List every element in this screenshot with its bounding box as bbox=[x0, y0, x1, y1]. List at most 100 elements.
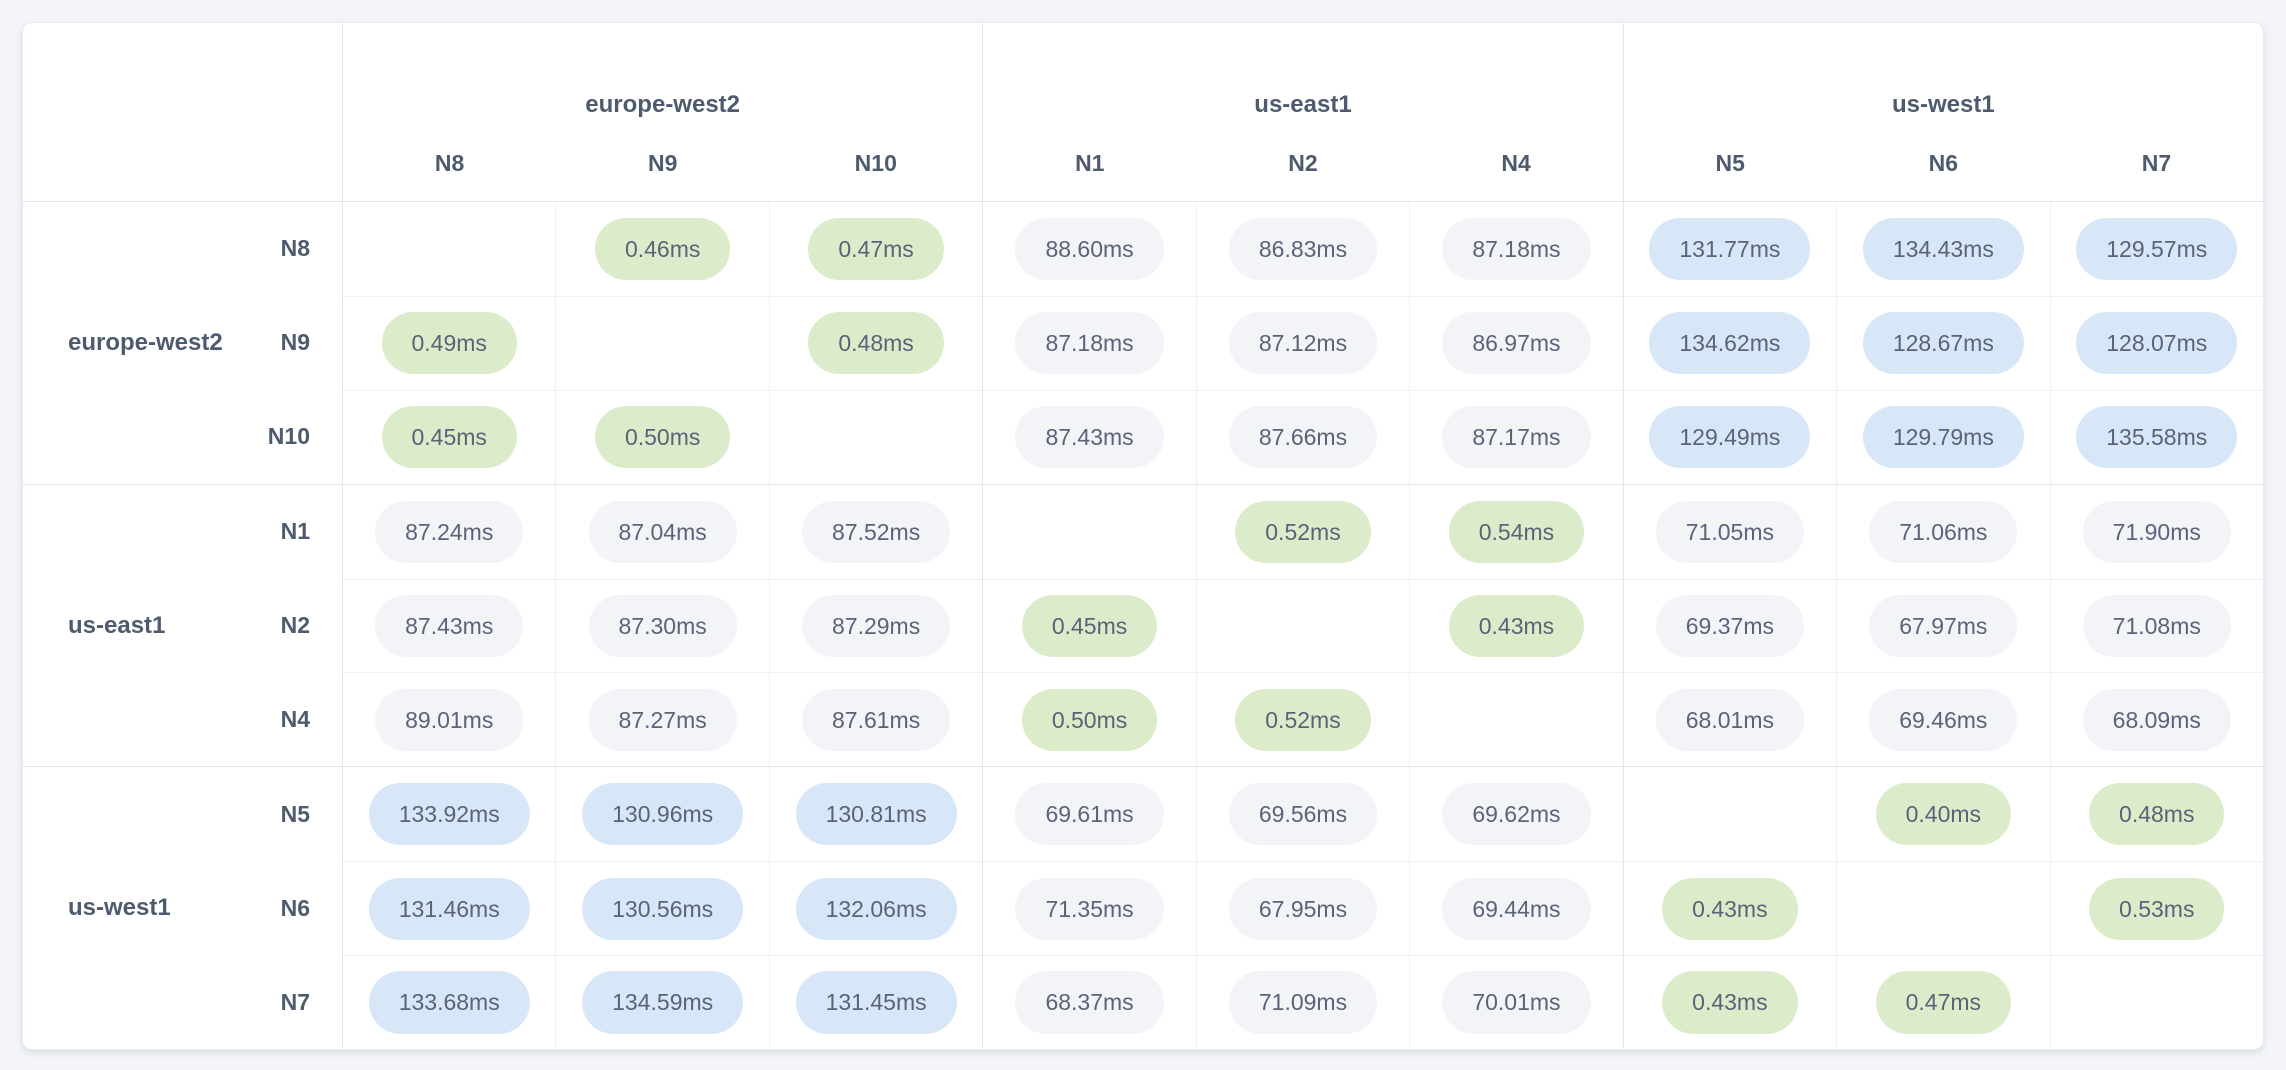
latency-pill: 87.52ms bbox=[801, 500, 951, 563]
latency-pill: 129.49ms bbox=[1649, 406, 1811, 469]
column-region-title: us-east1 bbox=[1254, 91, 1352, 118]
latency-pill: 71.35ms bbox=[1015, 877, 1164, 940]
latency-cell: 87.24ms bbox=[342, 484, 555, 579]
latency-cell: 0.47ms bbox=[1836, 955, 2050, 1049]
latency-pill: 0.46ms bbox=[594, 217, 731, 281]
row-node-labels: N1 N2 N4 bbox=[192, 485, 342, 767]
latency-cell: 67.95ms bbox=[1195, 861, 1410, 956]
latency-pill: 89.01ms bbox=[375, 688, 524, 751]
latency-cell: 0.47ms bbox=[768, 202, 982, 296]
latency-cell: 0.52ms bbox=[1195, 672, 1410, 767]
latency-pill: 67.95ms bbox=[1228, 877, 1378, 940]
latency-cell: 130.56ms bbox=[555, 861, 769, 956]
latency-cell-self bbox=[768, 389, 983, 484]
latency-cell: 69.46ms bbox=[1836, 672, 2050, 767]
latency-pill: 130.56ms bbox=[582, 877, 744, 940]
row-node-label: N4 bbox=[280, 705, 310, 732]
latency-cell: 87.17ms bbox=[1409, 389, 1623, 484]
latency-pill: 88.60ms bbox=[1015, 217, 1164, 281]
row-node-label: N2 bbox=[280, 612, 310, 638]
latency-cell: 0.46ms bbox=[555, 202, 768, 296]
latency-pill: 87.27ms bbox=[588, 688, 737, 751]
row-node-label: N1 bbox=[280, 518, 310, 545]
latency-cell-self bbox=[982, 484, 1195, 579]
column-group-us-west1: us-west1 N5 N6 N7 bbox=[1622, 23, 2263, 201]
latency-cell-self bbox=[1195, 578, 1410, 673]
latency-cell: 0.52ms bbox=[1195, 484, 1409, 579]
latency-cell: 87.29ms bbox=[768, 578, 983, 673]
latency-pill: 68.37ms bbox=[1015, 971, 1164, 1034]
row-node-label: N10 bbox=[267, 423, 310, 450]
latency-pill: 87.29ms bbox=[801, 594, 951, 658]
latency-pill: 69.37ms bbox=[1655, 594, 1804, 658]
latency-pill: 87.61ms bbox=[801, 688, 951, 751]
latency-pill: 0.40ms bbox=[1875, 783, 2012, 846]
latency-cell: 130.96ms bbox=[555, 767, 768, 862]
latency-cell-self bbox=[342, 202, 555, 296]
latency-cell: 87.61ms bbox=[768, 672, 983, 767]
latency-pill: 135.58ms bbox=[2076, 406, 2238, 469]
latency-pill: 69.56ms bbox=[1228, 783, 1378, 846]
latency-pill: 87.24ms bbox=[375, 500, 524, 563]
latency-cell: 86.83ms bbox=[1195, 202, 1409, 296]
latency-pill: 87.18ms bbox=[1442, 217, 1591, 281]
latency-cell: 134.43ms bbox=[1836, 202, 2049, 296]
latency-pill: 71.06ms bbox=[1869, 500, 2018, 563]
latency-pill: 86.97ms bbox=[1442, 312, 1591, 375]
latency-pill: 0.43ms bbox=[1662, 971, 1798, 1034]
row-group-label-cell: us-west1 N5 N6 N7 bbox=[23, 767, 342, 1049]
latency-pill: 132.06ms bbox=[795, 877, 957, 940]
latency-cell: 128.67ms bbox=[1836, 295, 2050, 390]
latency-pill: 130.96ms bbox=[582, 783, 744, 846]
latency-cell: 128.07ms bbox=[2049, 295, 2263, 390]
latency-pill: 0.50ms bbox=[1021, 688, 1158, 751]
latency-pill: 71.09ms bbox=[1228, 971, 1378, 1034]
latency-cell: 0.48ms bbox=[768, 295, 983, 390]
latency-pill: 129.79ms bbox=[1862, 406, 2024, 469]
latency-cell: 129.49ms bbox=[1622, 389, 1837, 484]
latency-cell: 87.18ms bbox=[982, 295, 1196, 390]
latency-pill: 128.67ms bbox=[1862, 312, 2024, 375]
latency-cell: 0.45ms bbox=[342, 389, 556, 484]
latency-pill: 0.49ms bbox=[381, 312, 517, 375]
latency-cell: 0.43ms bbox=[1409, 578, 1623, 673]
latency-cell-self bbox=[1836, 861, 2050, 956]
latency-pill: 87.17ms bbox=[1442, 406, 1591, 469]
latency-cell: 71.35ms bbox=[982, 861, 1196, 956]
latency-cell-self bbox=[2049, 955, 2263, 1049]
latency-cell: 87.66ms bbox=[1195, 389, 1410, 484]
latency-cell: 0.40ms bbox=[1836, 767, 2049, 862]
column-node-header: N10 bbox=[854, 149, 897, 176]
latency-pill: 0.52ms bbox=[1235, 500, 1371, 563]
row-node-label: N9 bbox=[280, 329, 310, 356]
latency-pill: 129.57ms bbox=[2076, 217, 2238, 281]
latency-pill: 71.05ms bbox=[1655, 500, 1804, 563]
latency-cell: 132.06ms bbox=[768, 861, 983, 956]
latency-pill: 68.01ms bbox=[1655, 688, 1804, 751]
latency-cell: 0.53ms bbox=[2049, 861, 2263, 956]
latency-cell: 131.77ms bbox=[1622, 202, 1836, 296]
column-region-title: us-west1 bbox=[1891, 91, 1995, 118]
latency-pill: 134.43ms bbox=[1862, 217, 2024, 281]
latency-pill: 87.43ms bbox=[375, 594, 524, 658]
latency-cell: 0.43ms bbox=[1622, 861, 1837, 956]
latency-pill: 70.01ms bbox=[1442, 971, 1591, 1034]
column-group-europe-west2: europe-west2 N8 N9 N10 bbox=[342, 23, 982, 201]
latency-pill: 87.66ms bbox=[1228, 406, 1378, 469]
latency-cell: 87.12ms bbox=[1195, 295, 1410, 390]
latency-pill: 87.30ms bbox=[588, 594, 737, 658]
column-node-header: N1 bbox=[1075, 149, 1105, 176]
latency-cell: 0.54ms bbox=[1409, 484, 1622, 579]
latency-cell: 130.81ms bbox=[768, 767, 982, 862]
latency-pill: 0.47ms bbox=[1875, 971, 2012, 1034]
latency-cell: 86.97ms bbox=[1409, 295, 1623, 390]
latency-cell: 71.06ms bbox=[1836, 484, 2049, 579]
column-node-header: N7 bbox=[2141, 149, 2172, 176]
latency-pill: 0.53ms bbox=[2089, 877, 2225, 940]
latency-cell: 87.30ms bbox=[555, 578, 769, 673]
row-node-label: N5 bbox=[280, 800, 310, 827]
latency-cell: 71.08ms bbox=[2049, 578, 2263, 673]
latency-cell: 71.05ms bbox=[1622, 484, 1836, 579]
row-group-us-east1: us-east1 N1 N2 N4 87.24ms 87.04ms 87.52ms 0.52m… bbox=[23, 483, 2263, 767]
latency-pill: 0.48ms bbox=[2089, 783, 2225, 846]
